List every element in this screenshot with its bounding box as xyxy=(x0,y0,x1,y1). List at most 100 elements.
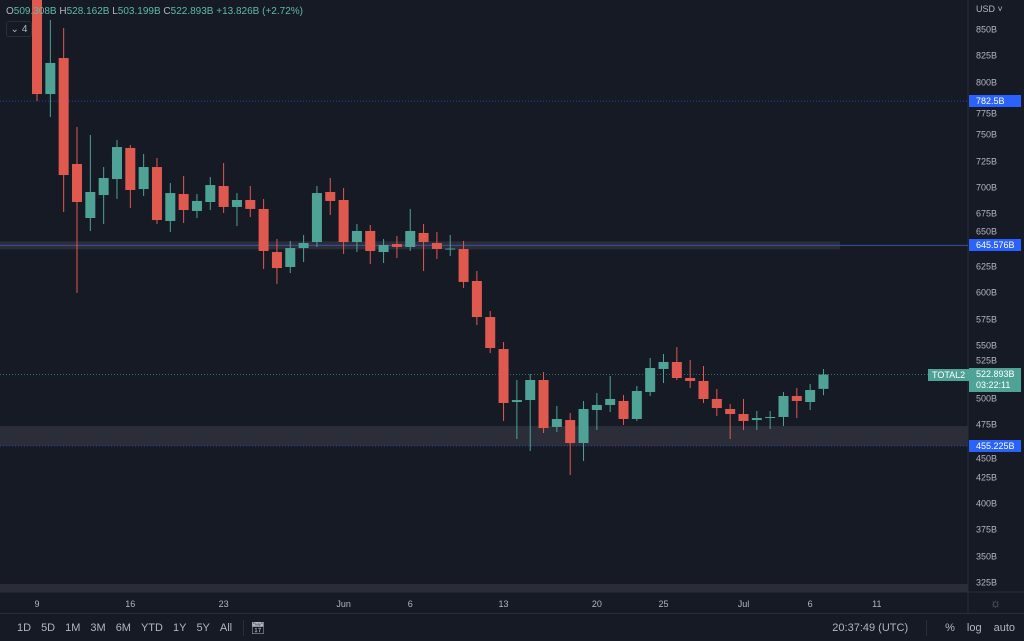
candle[interactable] xyxy=(85,135,96,231)
high-label: H xyxy=(59,6,67,17)
candle[interactable] xyxy=(698,366,709,403)
candle[interactable] xyxy=(218,163,229,213)
candle[interactable] xyxy=(458,240,469,288)
candle[interactable] xyxy=(111,139,122,199)
candle[interactable] xyxy=(311,185,322,247)
currency-label: USD xyxy=(976,4,996,14)
candle[interactable] xyxy=(45,19,56,118)
settings-gear-icon[interactable]: ☼ xyxy=(990,596,1001,610)
range-button-5d[interactable]: 5D xyxy=(41,621,56,634)
candle-body xyxy=(445,248,456,250)
candle[interactable] xyxy=(378,238,389,263)
candle[interactable] xyxy=(151,157,162,225)
candle[interactable] xyxy=(765,410,776,429)
candle[interactable] xyxy=(231,193,242,227)
high-value: 528.162B xyxy=(66,6,110,17)
range-button-6m[interactable]: 6M xyxy=(115,621,131,634)
price-tick-label: 625B xyxy=(976,261,998,272)
range-button-1y[interactable]: 1Y xyxy=(172,621,187,634)
candle[interactable] xyxy=(485,311,496,354)
candle[interactable] xyxy=(32,0,42,101)
chevron-down-icon: ⌄ xyxy=(10,23,19,35)
currency-selector[interactable]: USD ˅ xyxy=(976,4,1003,14)
candle[interactable] xyxy=(511,380,522,439)
candle[interactable] xyxy=(778,392,789,427)
price-tick-label: 400B xyxy=(976,498,998,509)
candle[interactable] xyxy=(58,27,69,213)
candle[interactable] xyxy=(471,270,482,326)
candle[interactable] xyxy=(538,372,549,433)
candle[interactable] xyxy=(725,404,736,439)
candle[interactable] xyxy=(365,224,376,265)
candle[interactable] xyxy=(125,145,136,209)
time-tick-label: 13 xyxy=(498,599,509,609)
clock[interactable]: 20:37:49 (UTC) xyxy=(832,621,909,634)
candle[interactable] xyxy=(618,394,629,425)
candle[interactable] xyxy=(658,353,669,383)
candle-body xyxy=(525,380,536,401)
candle[interactable] xyxy=(138,153,149,197)
candle-body xyxy=(32,0,42,95)
candle[interactable] xyxy=(405,208,416,251)
candle[interactable] xyxy=(285,240,296,273)
candle[interactable] xyxy=(631,386,642,421)
candle[interactable] xyxy=(751,410,762,431)
candle-body xyxy=(245,200,256,209)
candle[interactable] xyxy=(711,388,722,417)
candle-body xyxy=(298,242,309,249)
candle[interactable] xyxy=(271,238,282,284)
range-button-ytd[interactable]: YTD xyxy=(140,621,163,634)
candle[interactable] xyxy=(445,234,456,257)
percent-scale-toggle[interactable]: % xyxy=(945,621,955,634)
candle[interactable] xyxy=(791,388,802,419)
candlestick-chart[interactable] xyxy=(0,0,1024,613)
candle[interactable] xyxy=(671,347,682,381)
range-button-1d[interactable]: 1D xyxy=(17,621,32,634)
candle[interactable] xyxy=(645,357,656,397)
candle[interactable] xyxy=(338,187,349,255)
candle[interactable] xyxy=(431,232,442,259)
candle-body xyxy=(325,191,336,201)
scroll-band[interactable] xyxy=(0,584,968,592)
indicators-toggle[interactable]: ⌄ 4 xyxy=(6,21,32,37)
range-button-all[interactable]: All xyxy=(219,621,233,634)
candle[interactable] xyxy=(565,412,576,476)
candle-body xyxy=(738,414,749,421)
candle[interactable] xyxy=(591,392,602,431)
demand-zone[interactable] xyxy=(0,426,968,446)
candle[interactable] xyxy=(685,359,696,389)
candle-body xyxy=(565,420,576,443)
candle[interactable] xyxy=(391,236,402,259)
candle[interactable] xyxy=(298,234,309,263)
candle[interactable] xyxy=(498,341,509,421)
candle[interactable] xyxy=(525,374,536,452)
range-button-3m[interactable]: 3M xyxy=(90,621,106,634)
candle[interactable] xyxy=(551,406,562,433)
candle[interactable] xyxy=(605,376,616,413)
candle[interactable] xyxy=(578,400,589,462)
range-button-1m[interactable]: 1M xyxy=(65,621,81,634)
divider xyxy=(243,619,245,636)
log-scale-toggle[interactable]: log xyxy=(966,621,982,634)
price-tick-label: 750B xyxy=(976,129,998,140)
candle[interactable] xyxy=(178,175,189,223)
candle[interactable] xyxy=(165,183,176,233)
candle[interactable] xyxy=(325,177,336,215)
candle[interactable] xyxy=(191,193,202,219)
range-button-5y[interactable]: 5Y xyxy=(196,621,210,634)
candle[interactable] xyxy=(818,368,829,396)
candle[interactable] xyxy=(805,384,816,411)
candle[interactable] xyxy=(258,198,269,269)
candle[interactable] xyxy=(738,398,749,431)
candle[interactable] xyxy=(71,127,82,294)
candle[interactable] xyxy=(205,177,216,211)
candle[interactable] xyxy=(98,167,109,225)
goto-date-calendar-icon[interactable]: 📅︎ xyxy=(250,620,266,635)
auto-scale-toggle[interactable]: auto xyxy=(993,621,1015,634)
price-tick-label: 475B xyxy=(976,419,998,430)
candle[interactable] xyxy=(351,224,362,253)
candle[interactable] xyxy=(245,185,256,217)
close-label: C xyxy=(163,6,171,17)
candle[interactable] xyxy=(418,224,429,271)
price-tick-label: 600B xyxy=(976,287,998,298)
